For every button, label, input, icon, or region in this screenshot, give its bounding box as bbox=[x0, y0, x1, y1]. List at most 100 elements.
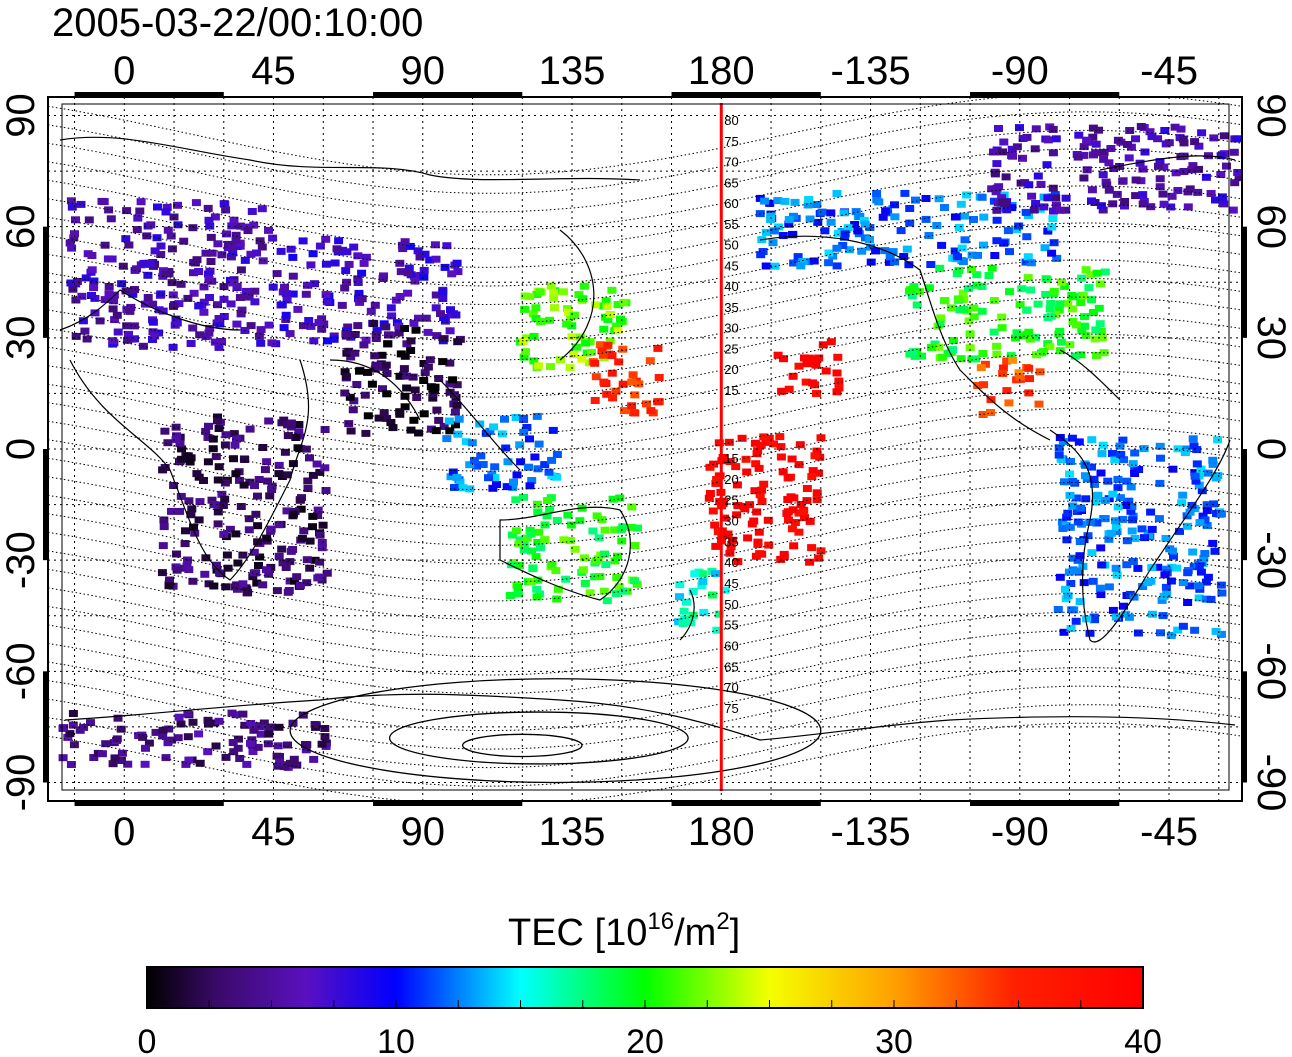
tec-cell bbox=[248, 573, 258, 581]
tec-cell bbox=[600, 550, 609, 558]
tec-cell bbox=[238, 710, 248, 718]
tec-cell bbox=[1198, 512, 1208, 520]
tec-cell bbox=[790, 198, 800, 206]
tec-cell bbox=[757, 498, 767, 505]
tec-cell bbox=[578, 295, 588, 303]
tec-cell bbox=[430, 241, 440, 249]
tec-cell bbox=[247, 736, 257, 744]
tec-cell bbox=[1079, 174, 1089, 182]
tec-cell bbox=[1049, 288, 1059, 295]
tec-cell bbox=[274, 461, 284, 469]
tec-cell bbox=[1094, 304, 1104, 312]
tec-cell bbox=[205, 222, 215, 230]
tec-cell bbox=[164, 582, 174, 590]
tec-cell bbox=[1230, 179, 1240, 187]
tec-cell bbox=[428, 394, 438, 402]
tec-cell bbox=[1059, 628, 1069, 636]
tec-cell bbox=[342, 278, 352, 286]
tec-cell bbox=[1100, 515, 1110, 523]
tec-cell bbox=[167, 507, 176, 515]
tec-cell bbox=[525, 435, 534, 443]
tec-cell bbox=[1046, 300, 1056, 307]
tec-cell bbox=[817, 208, 827, 216]
tec-cell bbox=[84, 216, 94, 224]
tec-cell bbox=[315, 531, 325, 539]
tec-cell bbox=[934, 343, 944, 351]
tec-cell bbox=[303, 477, 313, 485]
tec-cell bbox=[1056, 338, 1066, 346]
tec-cell bbox=[526, 530, 536, 538]
tec-cell bbox=[590, 301, 600, 309]
tec-cell bbox=[171, 315, 181, 323]
tec-cell bbox=[773, 351, 783, 359]
tec-cell bbox=[940, 204, 949, 211]
tec-cell bbox=[1061, 206, 1071, 214]
tec-cell bbox=[977, 193, 987, 201]
tec-cell bbox=[352, 381, 362, 388]
tec-cell bbox=[1155, 479, 1165, 487]
tec-cell bbox=[158, 732, 168, 740]
tec-cell bbox=[682, 598, 691, 606]
tec-cell bbox=[984, 272, 994, 279]
tec-cell bbox=[834, 377, 844, 385]
tec-cell bbox=[1096, 591, 1106, 599]
tec-cell bbox=[283, 741, 292, 749]
colorbar-ticks: 0 10 20 30 40 bbox=[138, 1000, 1162, 1057]
tec-cell bbox=[168, 343, 178, 351]
contour-label: 75 bbox=[724, 134, 738, 149]
tec-cell bbox=[725, 549, 735, 557]
tec-cell bbox=[742, 468, 752, 476]
tec-cell bbox=[1143, 579, 1153, 587]
tec-cell bbox=[340, 389, 350, 397]
tec-cell bbox=[924, 284, 934, 292]
tec-cell bbox=[1136, 177, 1146, 185]
tec-cell bbox=[989, 148, 998, 156]
tec-cell bbox=[230, 441, 240, 449]
tec-cell bbox=[442, 435, 452, 443]
tec-cell bbox=[87, 252, 97, 259]
tec-cell bbox=[465, 485, 475, 493]
tec-cell bbox=[1098, 171, 1108, 179]
tec-cell bbox=[350, 349, 360, 357]
tec-cell bbox=[184, 756, 194, 764]
tec-cell bbox=[602, 390, 612, 398]
tec-cell bbox=[607, 352, 617, 360]
tec-cell bbox=[109, 297, 119, 305]
tec-cell bbox=[1053, 606, 1063, 613]
tec-cell bbox=[1202, 507, 1212, 514]
tec-cell bbox=[904, 261, 914, 269]
tec-cell bbox=[784, 516, 793, 524]
tec-cell bbox=[232, 320, 242, 328]
tec-cell bbox=[618, 380, 628, 388]
tec-cell bbox=[361, 336, 371, 344]
tec-cell bbox=[1159, 163, 1169, 171]
frame-bar-left bbox=[43, 449, 48, 561]
tec-cell bbox=[221, 431, 231, 439]
tec-cell bbox=[446, 306, 455, 314]
contour-label: 65 bbox=[724, 175, 738, 190]
tec-cell bbox=[653, 398, 663, 406]
tec-cell bbox=[579, 282, 589, 290]
tec-cell bbox=[391, 296, 401, 304]
tec-cell bbox=[490, 474, 500, 482]
tec-cell bbox=[308, 523, 317, 531]
tec-cell bbox=[1195, 519, 1205, 527]
tec-cell bbox=[1166, 577, 1176, 585]
colorbar-title: TEC [1016/m2] bbox=[508, 908, 740, 954]
tec-cell bbox=[642, 400, 651, 408]
tec-cell bbox=[1004, 399, 1014, 407]
tec-cell bbox=[235, 755, 245, 762]
tec-cell bbox=[168, 291, 178, 299]
tec-cell bbox=[543, 497, 552, 505]
tec-cell bbox=[1153, 563, 1163, 571]
tec-cell bbox=[428, 385, 438, 393]
tec-cell bbox=[976, 364, 986, 372]
tec-cell bbox=[608, 495, 618, 503]
tec-cell bbox=[452, 401, 462, 409]
tec-cell bbox=[1048, 184, 1058, 192]
tec-cell bbox=[256, 326, 266, 334]
tec-cell bbox=[294, 428, 304, 436]
tec-cell bbox=[203, 458, 213, 466]
tec-cell bbox=[1096, 280, 1105, 288]
tec-cell bbox=[366, 307, 376, 315]
